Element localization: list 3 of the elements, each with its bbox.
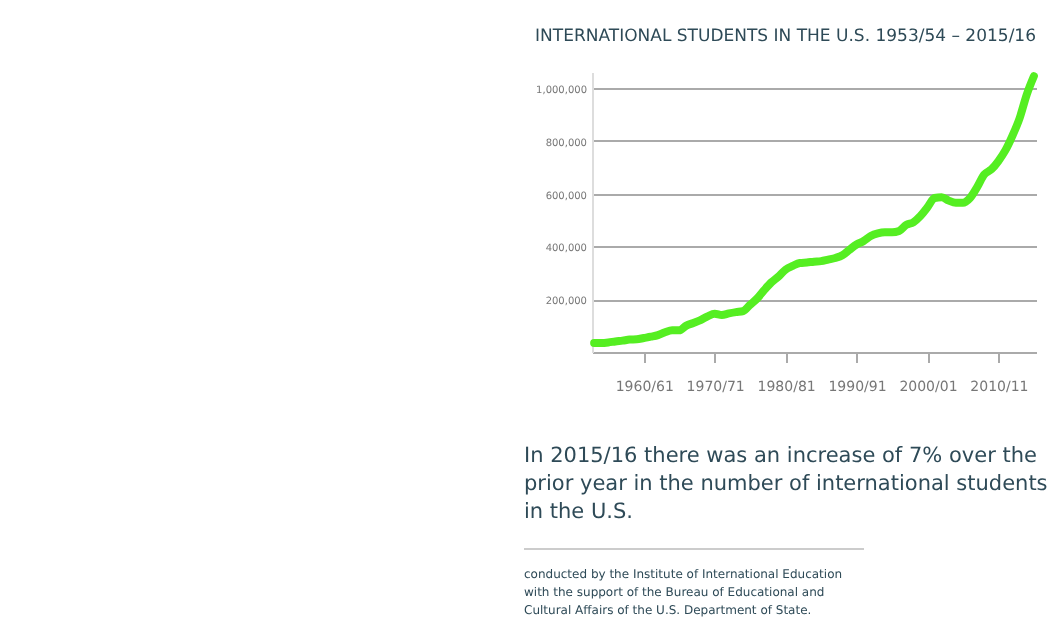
line-series	[590, 72, 1038, 348]
text: In 2015/16 there was an increase of 7% over the prior year in the number of international students in the U.S.	[524, 442, 1048, 528]
chart-title: INTERNATIONAL STUDENTS IN THE U.S. 1953/54 – 2015/16	[535, 27, 1037, 47]
